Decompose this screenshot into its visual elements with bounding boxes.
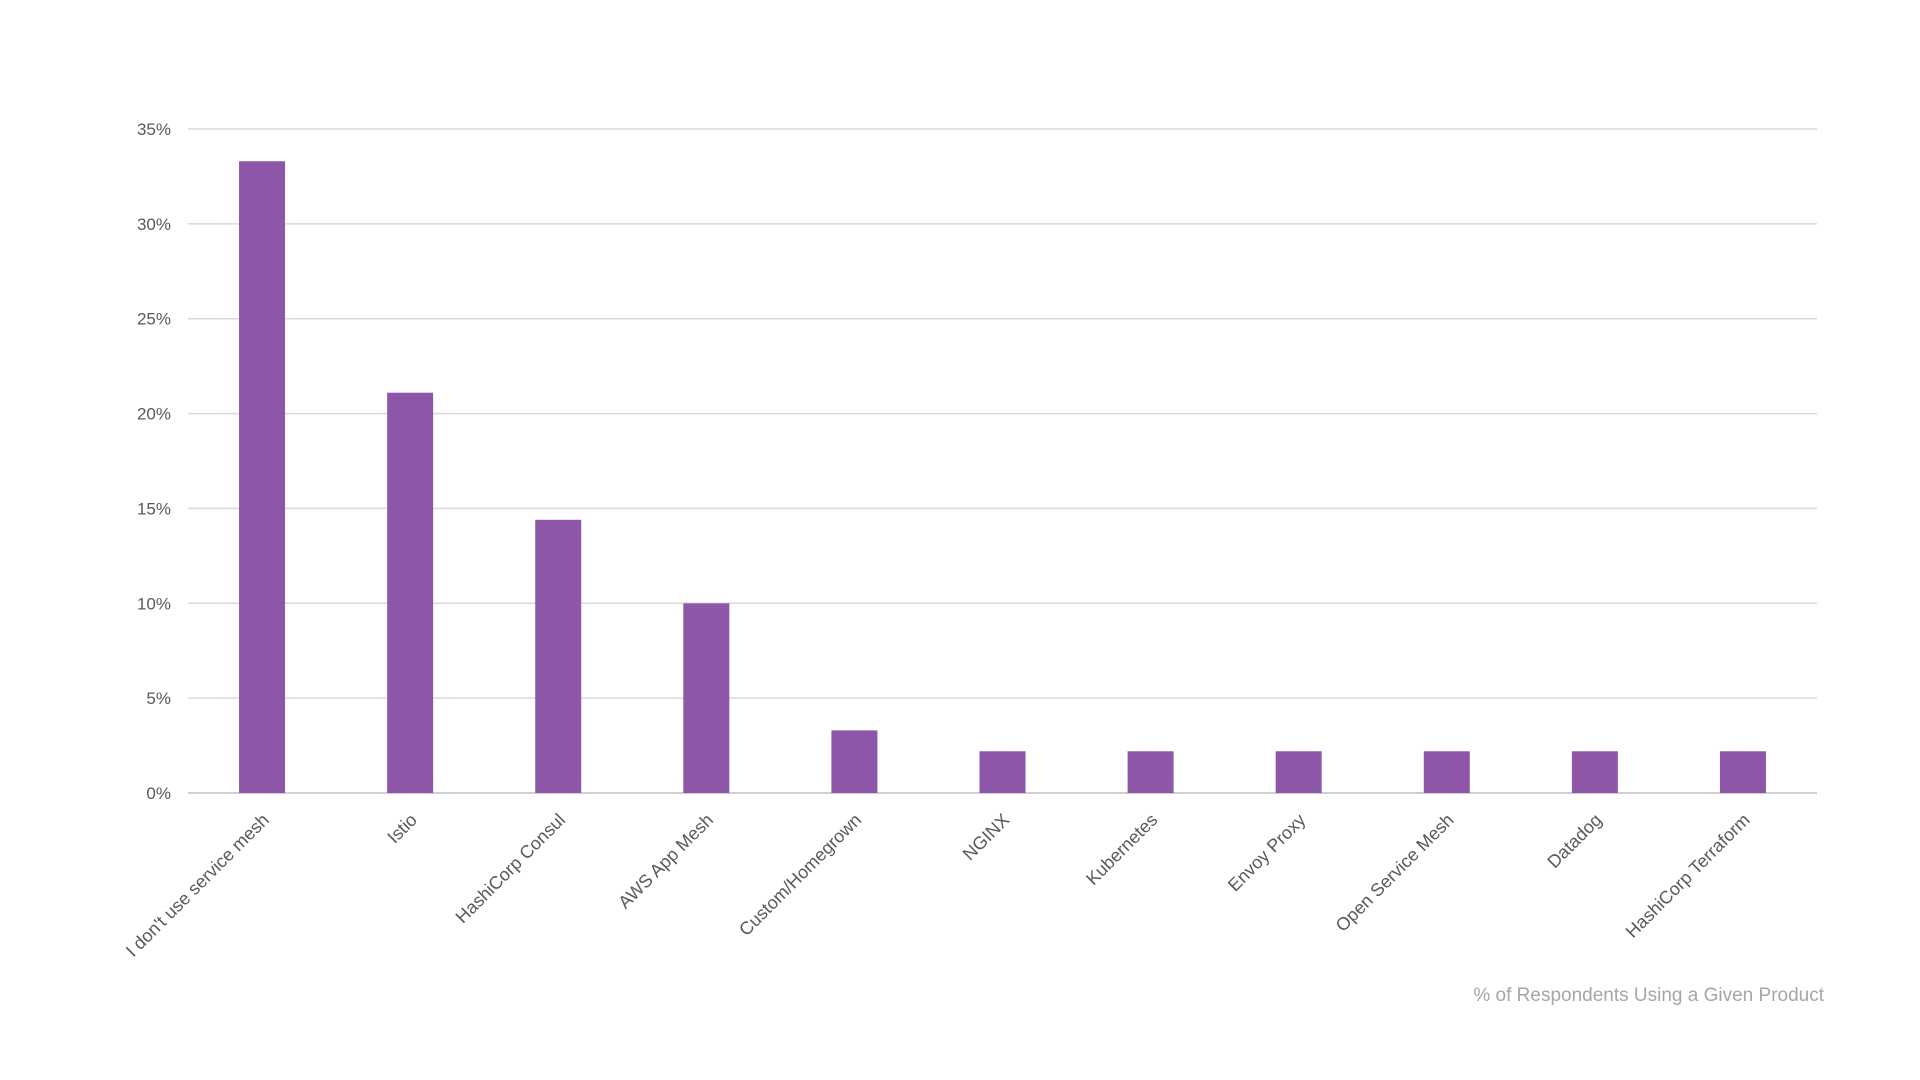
x-tick-label: AWS App Mesh xyxy=(614,810,717,913)
y-tick-label: 30% xyxy=(137,215,171,234)
y-tick-label: 5% xyxy=(146,689,171,708)
y-tick-label: 20% xyxy=(137,405,171,424)
y-axis-tick-labels: 0% 5% 10% 15% 20% 25% 30% 35% xyxy=(137,120,171,803)
y-tick-label: 0% xyxy=(146,784,171,803)
x-tick-label: NGINX xyxy=(959,810,1013,864)
y-tick-label: 15% xyxy=(137,499,171,518)
bar xyxy=(1127,751,1174,793)
y-tick-label: 35% xyxy=(137,120,171,139)
x-tick-label: Istio xyxy=(383,810,420,847)
bar xyxy=(239,161,286,793)
y-tick-label: 25% xyxy=(137,310,171,329)
chart-caption: % of Respondents Using a Given Product xyxy=(1473,985,1824,1006)
bar xyxy=(387,392,434,793)
bar xyxy=(979,751,1026,793)
x-tick-label: Datadog xyxy=(1543,810,1605,872)
x-tick-label: Custom/Homegrown xyxy=(735,810,865,940)
gridlines xyxy=(188,128,1817,794)
x-tick-label: Open Service Mesh xyxy=(1332,810,1458,936)
x-tick-label: HashiCorp Consul xyxy=(452,810,569,927)
bar xyxy=(1275,751,1322,793)
bar xyxy=(683,603,730,793)
x-tick-label: HashiCorp Terraform xyxy=(1622,810,1754,942)
bar xyxy=(1571,751,1618,793)
bar xyxy=(535,519,582,793)
x-tick-label: I don't use service mesh xyxy=(122,810,273,961)
bar xyxy=(831,730,878,793)
x-tick-label: Envoy Proxy xyxy=(1224,810,1310,896)
y-tick-label: 10% xyxy=(137,594,171,613)
x-axis-tick-labels: I don't use service mesh Istio HashiCorp C… xyxy=(122,810,1754,961)
x-tick-label: Kubernetes xyxy=(1082,810,1161,889)
bars xyxy=(239,161,1766,793)
bar xyxy=(1719,751,1766,793)
bar xyxy=(1423,751,1470,793)
